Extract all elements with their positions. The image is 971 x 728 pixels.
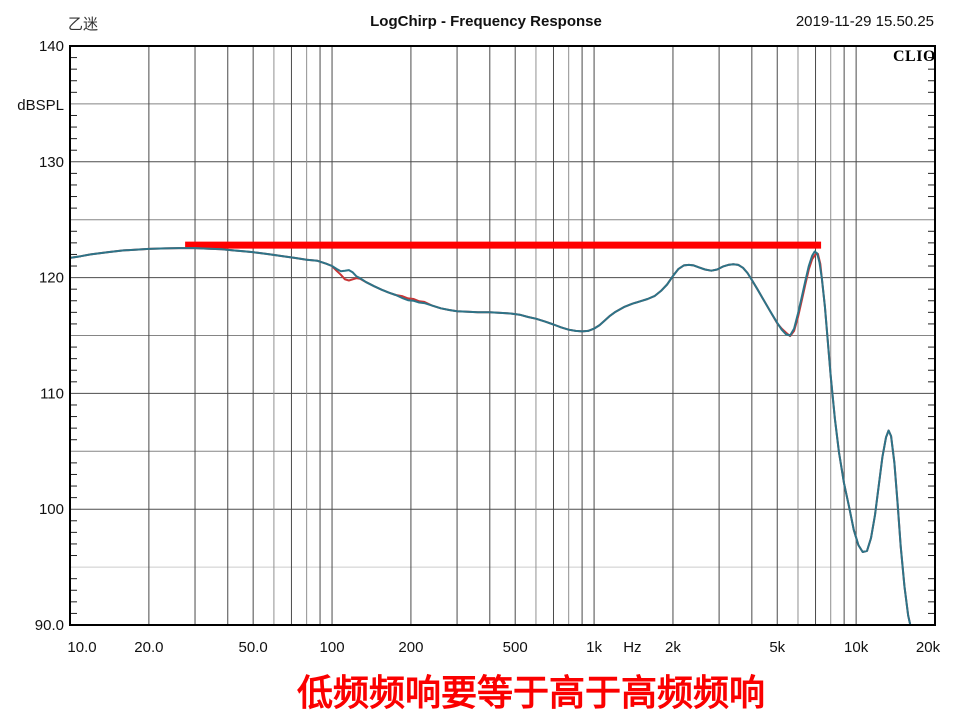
- author-label: 乙迷: [68, 16, 99, 33]
- teal-trace: [69, 247, 912, 626]
- x-axis-unit: Hz: [623, 639, 641, 656]
- clio-watermark: CLIO: [893, 48, 936, 65]
- x-tick-label: 500: [503, 639, 528, 656]
- y-tick-label: 140: [39, 38, 64, 55]
- x-tick-label: 50.0: [239, 639, 268, 656]
- plot-frame: [69, 45, 936, 626]
- x-tick-label: 2k: [665, 639, 681, 656]
- y-axis-unit: dBSPL: [17, 97, 64, 114]
- x-tick-label: 20k: [916, 639, 941, 656]
- y-tick-label: 130: [39, 154, 64, 171]
- x-tick-label: 10.0: [67, 639, 96, 656]
- x-tick-label: 100: [320, 639, 345, 656]
- x-tick-label: 5k: [769, 639, 785, 656]
- annotation-text: 低频频响要等于高于高频频响: [296, 672, 766, 713]
- x-tick-label: 20.0: [134, 639, 163, 656]
- y-tick-label: 110: [40, 385, 64, 402]
- y-tick-label: 120: [39, 270, 64, 287]
- y-tick-label: 90.0: [35, 617, 64, 634]
- x-tick-label: 200: [398, 639, 423, 656]
- timestamp-label: 2019-11-29 15.50.25: [795, 13, 934, 30]
- y-tick-label: 100: [39, 501, 64, 518]
- x-tick-label: 1k: [586, 639, 602, 656]
- page-title: LogChirp - Frequency Response: [370, 13, 602, 30]
- x-tick-label: 10k: [844, 639, 869, 656]
